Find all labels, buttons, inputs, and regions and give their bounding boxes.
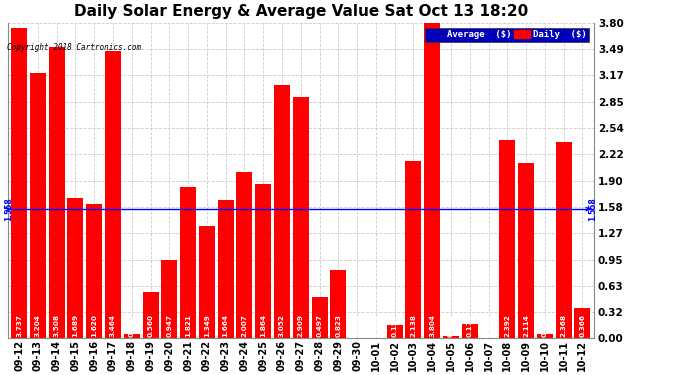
Text: 0.947: 0.947 [166,315,172,338]
Title: Daily Solar Energy & Average Value Sat Oct 13 18:20: Daily Solar Energy & Average Value Sat O… [74,4,528,19]
Text: 2.138: 2.138 [411,315,417,338]
Bar [500,140,515,338]
Bar [537,334,553,338]
Bar [555,142,571,338]
Bar [293,97,308,338]
Text: 0.175: 0.175 [466,315,473,338]
Text: 1.864: 1.864 [260,315,266,338]
Text: 3.204: 3.204 [35,315,41,338]
Text: 3.052: 3.052 [279,315,285,338]
Bar [237,172,253,338]
Text: 0.000: 0.000 [486,315,491,338]
Bar [49,47,65,338]
Bar [331,270,346,338]
Bar [199,226,215,338]
Text: 2.909: 2.909 [298,315,304,338]
Bar [518,163,534,338]
Bar [386,325,403,338]
Text: 3.508: 3.508 [54,315,59,338]
Bar [105,51,121,338]
Bar [68,198,83,338]
Text: 2.007: 2.007 [241,315,248,338]
Bar [312,297,328,338]
Text: 2.114: 2.114 [523,315,529,338]
Text: 3.464: 3.464 [110,315,116,338]
Text: 3.737: 3.737 [16,315,22,338]
Text: 2.368: 2.368 [561,315,566,338]
Bar [30,72,46,338]
Bar [11,28,27,338]
Bar [462,324,477,338]
Text: Copyright 2018 Cartronics.com: Copyright 2018 Cartronics.com [7,43,141,52]
Text: 0.157: 0.157 [392,315,397,338]
Text: 3.804: 3.804 [429,315,435,338]
Bar [255,184,271,338]
Bar [217,200,234,338]
Text: 0.031: 0.031 [448,315,454,338]
Text: 0.000: 0.000 [373,315,379,338]
Text: 0.050: 0.050 [542,315,548,338]
Bar [274,85,290,338]
Bar [180,187,196,338]
Text: 0.497: 0.497 [317,315,322,338]
Text: 1.821: 1.821 [185,315,191,338]
Text: 1.558: 1.558 [4,197,13,221]
Bar [424,23,440,338]
Bar [406,161,422,338]
Text: 0.366: 0.366 [580,315,585,338]
Bar [124,334,140,338]
Legend: Average  ($), Daily  ($): Average ($), Daily ($) [425,28,589,42]
Text: 1.664: 1.664 [223,315,228,338]
Bar [161,260,177,338]
Text: 1.349: 1.349 [204,315,210,338]
Text: 2.392: 2.392 [504,315,511,338]
Text: 1.689: 1.689 [72,314,79,338]
Bar [86,204,102,338]
Text: 0.052: 0.052 [129,315,135,338]
Bar [143,292,159,338]
Bar [443,336,459,338]
Text: 1.558: 1.558 [589,197,598,221]
Text: 0.823: 0.823 [335,315,342,338]
Text: 0.000: 0.000 [354,315,360,338]
Text: 1.620: 1.620 [91,315,97,338]
Bar [575,308,591,338]
Text: 0.560: 0.560 [148,315,153,338]
